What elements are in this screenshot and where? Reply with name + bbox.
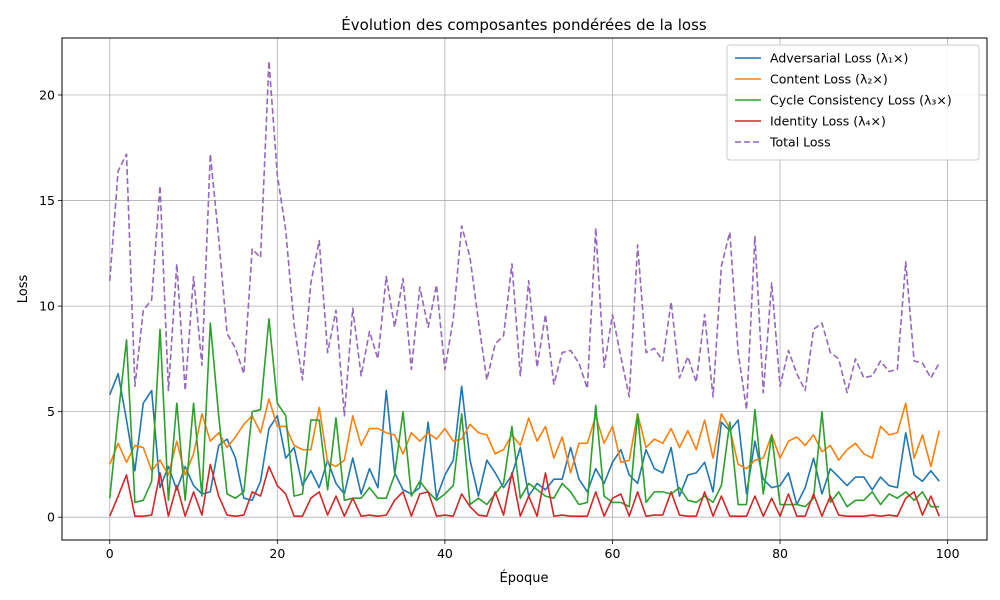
y-tick-label: 0 <box>47 510 55 525</box>
x-tick-label: 40 <box>437 546 453 561</box>
x-tick-label: 60 <box>605 546 621 561</box>
y-tick-label: 10 <box>39 299 55 314</box>
chart-title: Évolution des composantes pondérées de l… <box>341 15 707 34</box>
legend: Adversarial Loss (λ₁×) Content Loss (λ₂×)… <box>726 44 980 161</box>
plot-frame <box>61 37 988 541</box>
series-lines <box>108 60 941 517</box>
series-line-4 <box>109 463 940 517</box>
x-tick-label: 20 <box>269 546 285 561</box>
y-tick-label: 15 <box>39 193 55 208</box>
legend-label-3: Cycle Consistency Loss (λ₃×) <box>770 93 952 108</box>
legend-label-1: Adversarial Loss (λ₁×) <box>770 51 908 66</box>
axis-ticks: 0 20 40 60 80 100 0 5 10 15 20 <box>39 87 960 561</box>
x-tick-label: 80 <box>772 546 788 561</box>
series-line-2 <box>109 398 941 476</box>
legend-label-5: Total Loss <box>769 135 831 150</box>
y-tick-label: 20 <box>39 87 55 102</box>
legend-label-4: Identity Loss (λ₄×) <box>770 114 886 129</box>
x-axis-label: Époque <box>500 570 549 586</box>
legend-label-2: Content Loss (λ₂×) <box>770 72 888 87</box>
series-line-5 <box>108 60 940 417</box>
legend-box <box>726 44 980 161</box>
y-axis-label: Loss <box>16 275 31 304</box>
series-line-3 <box>108 317 940 508</box>
x-tick-label: 0 <box>106 546 114 561</box>
y-tick-label: 5 <box>47 404 55 419</box>
x-tick-label: 100 <box>936 546 960 561</box>
series-line-1 <box>109 372 940 506</box>
